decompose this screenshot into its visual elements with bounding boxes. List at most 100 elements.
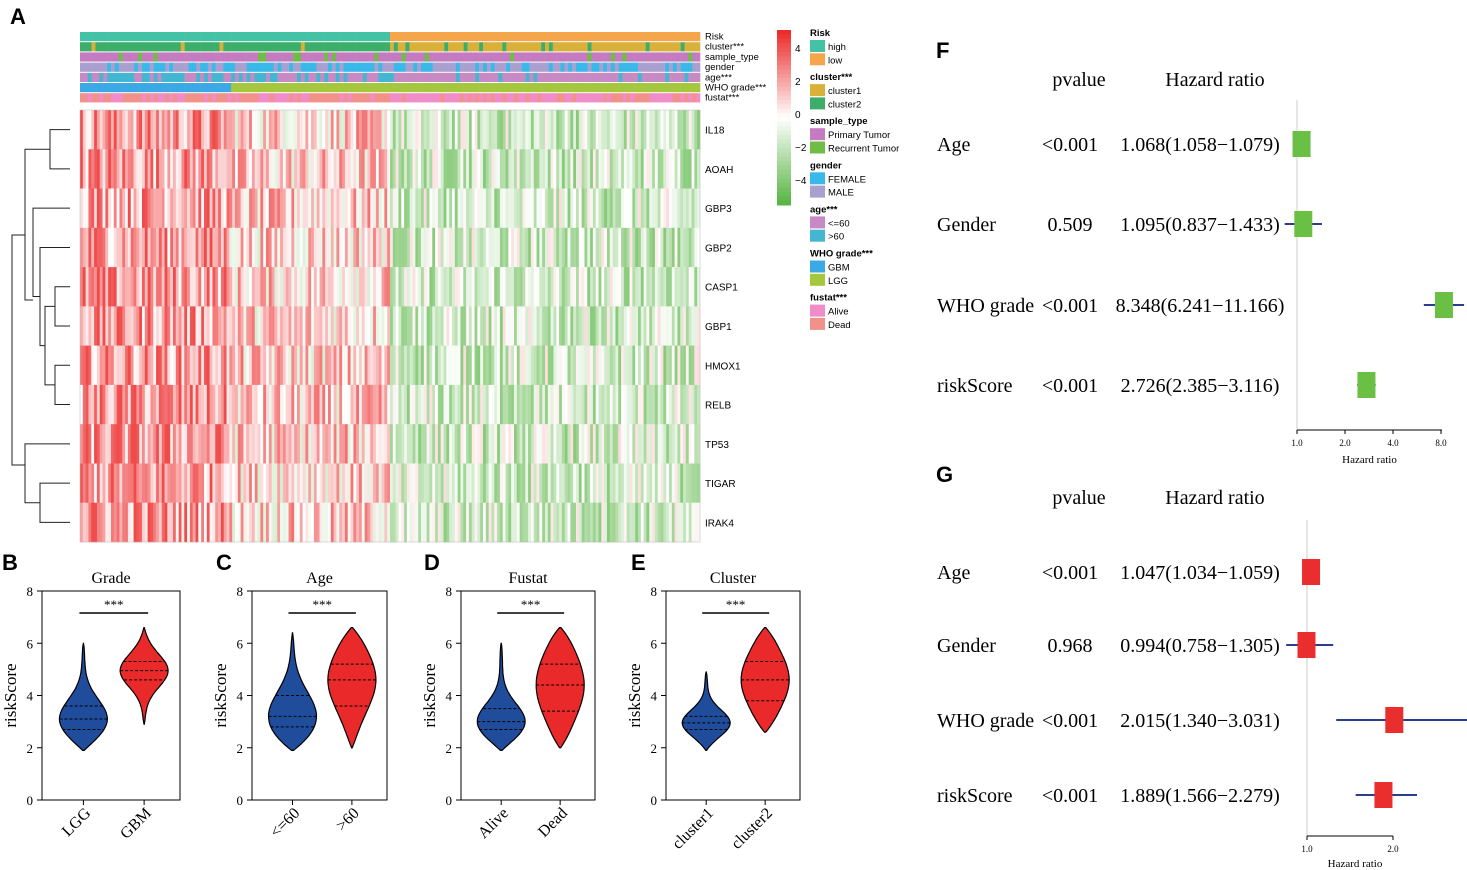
heatmap-cell (553, 502, 557, 543)
annotation-cell (355, 93, 360, 103)
heatmap-cell (359, 149, 363, 189)
heatmap-cell (91, 267, 95, 307)
heatmap-cell (508, 502, 512, 543)
heatmap-cell (333, 110, 337, 150)
heatmap-cell (561, 502, 566, 543)
heatmap-cell (237, 384, 241, 425)
annotation-cell (126, 83, 131, 93)
heatmap-cell (122, 110, 126, 150)
heatmap-cell (474, 149, 478, 189)
heatmap-cell (164, 463, 168, 504)
heatmap-cell (612, 227, 616, 268)
heatmap-cell (328, 110, 332, 150)
heatmap-cell (266, 227, 270, 268)
annotation-cell (118, 62, 123, 72)
heatmap-cell (463, 502, 467, 543)
x-tick-label: Dead (535, 805, 571, 841)
heatmap-cell (643, 345, 647, 386)
heatmap-cell (113, 149, 117, 189)
heatmap-cell (257, 502, 261, 543)
heatmap-cell (328, 149, 332, 189)
heatmap-cell (313, 463, 318, 504)
heatmap-cell (142, 384, 146, 425)
heatmap-cell (271, 384, 275, 425)
heatmap-cell (406, 110, 411, 150)
annotation-cell (622, 32, 627, 42)
heatmap-cell (649, 384, 653, 425)
legend-label: MALE (828, 188, 854, 199)
heatmap-cell (153, 306, 157, 346)
annotation-cell (370, 72, 375, 82)
annotation-cell (219, 83, 224, 93)
legend-label: high (828, 42, 846, 53)
heatmap-cell (147, 267, 151, 307)
heatmap-cell (94, 227, 98, 268)
heatmap-cell (263, 188, 267, 229)
heatmap-cell (491, 110, 495, 150)
heatmap-cell (525, 463, 529, 504)
heatmap-cell (378, 463, 382, 504)
heatmap-cell (587, 345, 591, 386)
heatmap-cell (401, 384, 405, 425)
heatmap-cell (553, 188, 557, 229)
heatmap-cell (347, 227, 351, 268)
heatmap-cell (195, 345, 199, 386)
annotation-cell (366, 62, 371, 72)
heatmap-cell (494, 424, 498, 464)
annotation-cell (176, 52, 182, 62)
annotation-cell (343, 32, 348, 42)
heatmap-cell (694, 267, 698, 307)
heatmap-cell (477, 149, 481, 189)
heatmap-cell (156, 345, 160, 386)
colorbar-step (777, 187, 791, 193)
heatmap-cell (412, 502, 416, 543)
heatmap-cell (494, 267, 498, 307)
annotation-cell (192, 93, 197, 103)
heatmap-cell (669, 306, 673, 346)
row-pvalue: 0.968 (1048, 635, 1093, 657)
column-header-hazard-ratio: Hazard ratio (1165, 69, 1264, 91)
heatmap-cell (229, 424, 233, 464)
heatmap-cell (480, 463, 484, 504)
heatmap-cell (170, 227, 174, 268)
heatmap-cell (550, 345, 554, 386)
heatmap-cell (229, 267, 233, 307)
heatmap-cell (198, 110, 202, 150)
heatmap-cell (277, 345, 281, 386)
annotation-cell (653, 72, 658, 82)
heatmap-cell (364, 345, 368, 386)
heatmap-cell (294, 110, 298, 150)
heatmap-cell (305, 188, 309, 229)
annotation-cell (312, 32, 317, 42)
heatmap-cell (449, 424, 453, 464)
annotation-cell (417, 32, 422, 42)
heatmap-cell (576, 306, 580, 346)
heatmap-cell (122, 188, 126, 229)
heatmap-cell (640, 188, 644, 229)
annotation-cell (467, 32, 472, 42)
annotation-cell (91, 83, 96, 93)
annotation-cell (463, 62, 468, 72)
annotation-cell (413, 52, 418, 62)
heatmap-cell (421, 424, 425, 464)
heatmap-annotation-labels: Riskcluster***sample_typegenderage***WHO… (705, 32, 767, 104)
heatmap-cell (223, 227, 227, 268)
annotation-cell (653, 83, 658, 93)
annotation-cell (537, 52, 542, 62)
heatmap-cell (268, 149, 272, 189)
annotation-cell (281, 72, 286, 82)
annotation-cell (227, 42, 232, 52)
annotation-cell (320, 72, 325, 82)
annotation-cell (607, 52, 612, 62)
heatmap-cell (167, 110, 171, 150)
annotation-cell (320, 52, 325, 62)
heatmap-cell (88, 463, 92, 504)
annotation-cell (614, 42, 619, 52)
heatmap-cell (437, 463, 442, 504)
annotation-cell (83, 93, 89, 103)
heatmap-cell (384, 463, 388, 504)
annotation-label: gender (705, 62, 735, 73)
annotation-cell (541, 32, 546, 42)
heatmap-cell (446, 463, 450, 504)
annotation-cell (266, 32, 271, 42)
